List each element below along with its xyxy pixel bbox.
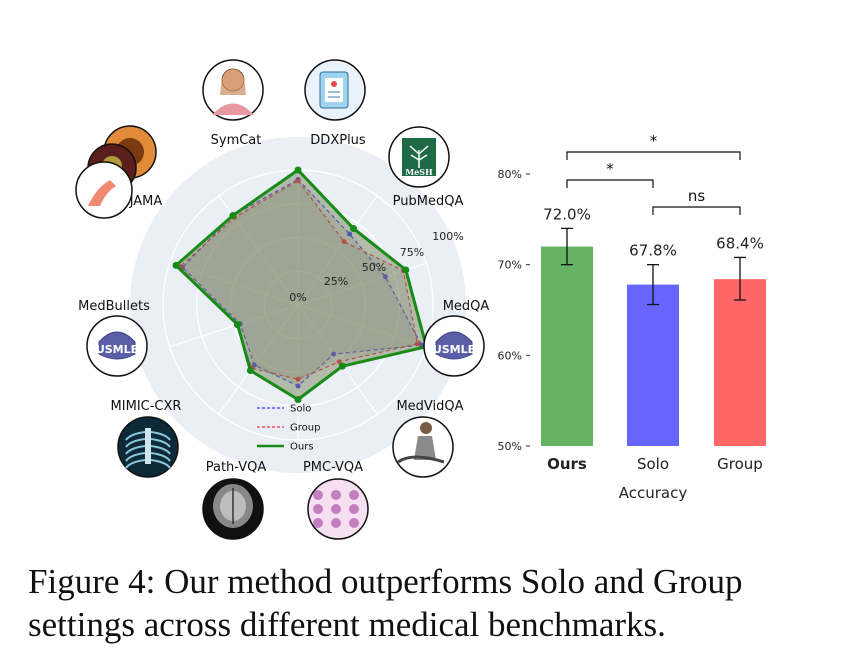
ddxplus-clipboard-icon — [304, 59, 366, 121]
y-tick-label: 70% — [498, 259, 522, 272]
radar-spoke — [297, 304, 427, 348]
significance-bracket — [652, 206, 741, 215]
significance-label: * — [650, 132, 658, 150]
radar-point-group — [414, 341, 420, 347]
y-tick-label: 50% — [498, 440, 522, 453]
x-category-label: Solo — [637, 455, 669, 473]
radar-chart: 0% 25% 50% 75% 100% SymCat DDXPlus PubMedQA MedQ… — [78, 133, 489, 475]
radar-point-solo — [295, 383, 301, 389]
radar-axis-label: PubMedQA — [393, 194, 464, 209]
radar-point-group — [295, 376, 301, 382]
radar-spoke — [169, 262, 299, 306]
jama-icons — [75, 125, 157, 219]
radar-spoke — [169, 304, 299, 348]
mimiccxr-xray-icon — [117, 416, 179, 478]
radar-axis-label: JAMA — [129, 194, 163, 209]
pathvqa-mri-icon — [202, 478, 264, 540]
radar-point-ours — [402, 266, 410, 274]
radar-point-ours — [338, 362, 346, 370]
radar-tick-label: 50% — [362, 261, 386, 274]
radar-point-ours — [294, 396, 302, 403]
x-axis-label: Accuracy — [619, 484, 688, 502]
radar-point-ours — [234, 321, 242, 329]
bar-ours — [541, 246, 593, 446]
radar-point-group — [336, 359, 342, 365]
radar-point-ours — [246, 367, 254, 375]
radar-axis-label: MedQA — [443, 299, 490, 314]
significance-bracket — [566, 151, 741, 160]
radar-point-solo — [331, 351, 337, 357]
radar-tick-label: 100% — [432, 230, 463, 243]
radar-point-ours — [172, 261, 180, 269]
radar-legend: Solo Group Ours — [257, 404, 320, 453]
significance-label: ns — [688, 187, 706, 205]
bar-value-label: 68.4% — [716, 234, 764, 252]
radar-point-solo — [347, 231, 353, 237]
radar-axis-label: MedVidQA — [396, 399, 463, 414]
radar-axis-label: MedBullets — [78, 299, 150, 314]
bar-value-label: 72.0% — [543, 205, 591, 223]
figure-caption: Figure 4: Our method outperforms Solo an… — [28, 562, 743, 644]
radar-axis-label: PMC-VQA — [303, 460, 363, 475]
y-tick-label: 80% — [498, 168, 522, 181]
x-category-label: Ours — [547, 455, 587, 473]
radar-axis-label: Path-VQA — [206, 460, 267, 475]
radar-tick-label: 25% — [324, 275, 348, 288]
radar-point-ours — [350, 225, 358, 233]
radar-point-group — [295, 178, 301, 184]
x-category-label: Group — [717, 455, 763, 473]
radar-axis-label: MIMIC-CXR — [111, 399, 182, 414]
benchmark-icons: MeSH USMLE USMLE — [75, 59, 485, 540]
radar-point-ours — [229, 211, 237, 219]
legend-label-solo: Solo — [290, 404, 311, 415]
legend-label-group: Group — [290, 423, 320, 434]
radar-spoke — [297, 304, 378, 415]
pubmedqa-mesh-logo-icon: MeSH — [388, 126, 450, 188]
radar-tick-label: 0% — [289, 291, 306, 304]
legend-label-ours: Ours — [290, 442, 314, 453]
bar-value-label: 67.8% — [629, 242, 677, 260]
radar-tick-label: 75% — [400, 246, 424, 259]
medbullets-usmle-logo-icon: USMLE — [86, 315, 148, 377]
svg-text:USMLE: USMLE — [96, 343, 138, 356]
radar-spoke — [297, 195, 378, 306]
significance-label: * — [606, 160, 614, 178]
y-tick-label: 60% — [498, 349, 522, 362]
bar-group — [714, 279, 766, 446]
bar-chart: 50% 60% 70% 80% 72.0% Ours 67.8% Solo 68.4% Group… — [498, 132, 766, 502]
figure: 0% 25% 50% 75% 100% SymCat DDXPlus PubMedQA MedQ… — [75, 59, 766, 540]
radar-axis-label: SymCat — [211, 133, 262, 148]
significance-bracket — [566, 179, 654, 188]
svg-text:USMLE: USMLE — [433, 343, 475, 356]
radar-point-solo — [382, 274, 388, 280]
radar-point-group — [341, 239, 347, 245]
pmcvqa-pathology-icon — [307, 478, 369, 540]
radar-spoke — [218, 304, 299, 415]
radar-axis-label: DDXPlus — [310, 133, 366, 148]
radar-point-ours — [294, 166, 302, 174]
svg-text:MeSH: MeSH — [405, 167, 433, 177]
symcat-person-icon — [202, 59, 264, 121]
medqa-usmle-logo-icon: USMLE — [423, 315, 485, 377]
medvidqa-people-icon — [392, 416, 454, 478]
bar-solo — [627, 284, 679, 446]
